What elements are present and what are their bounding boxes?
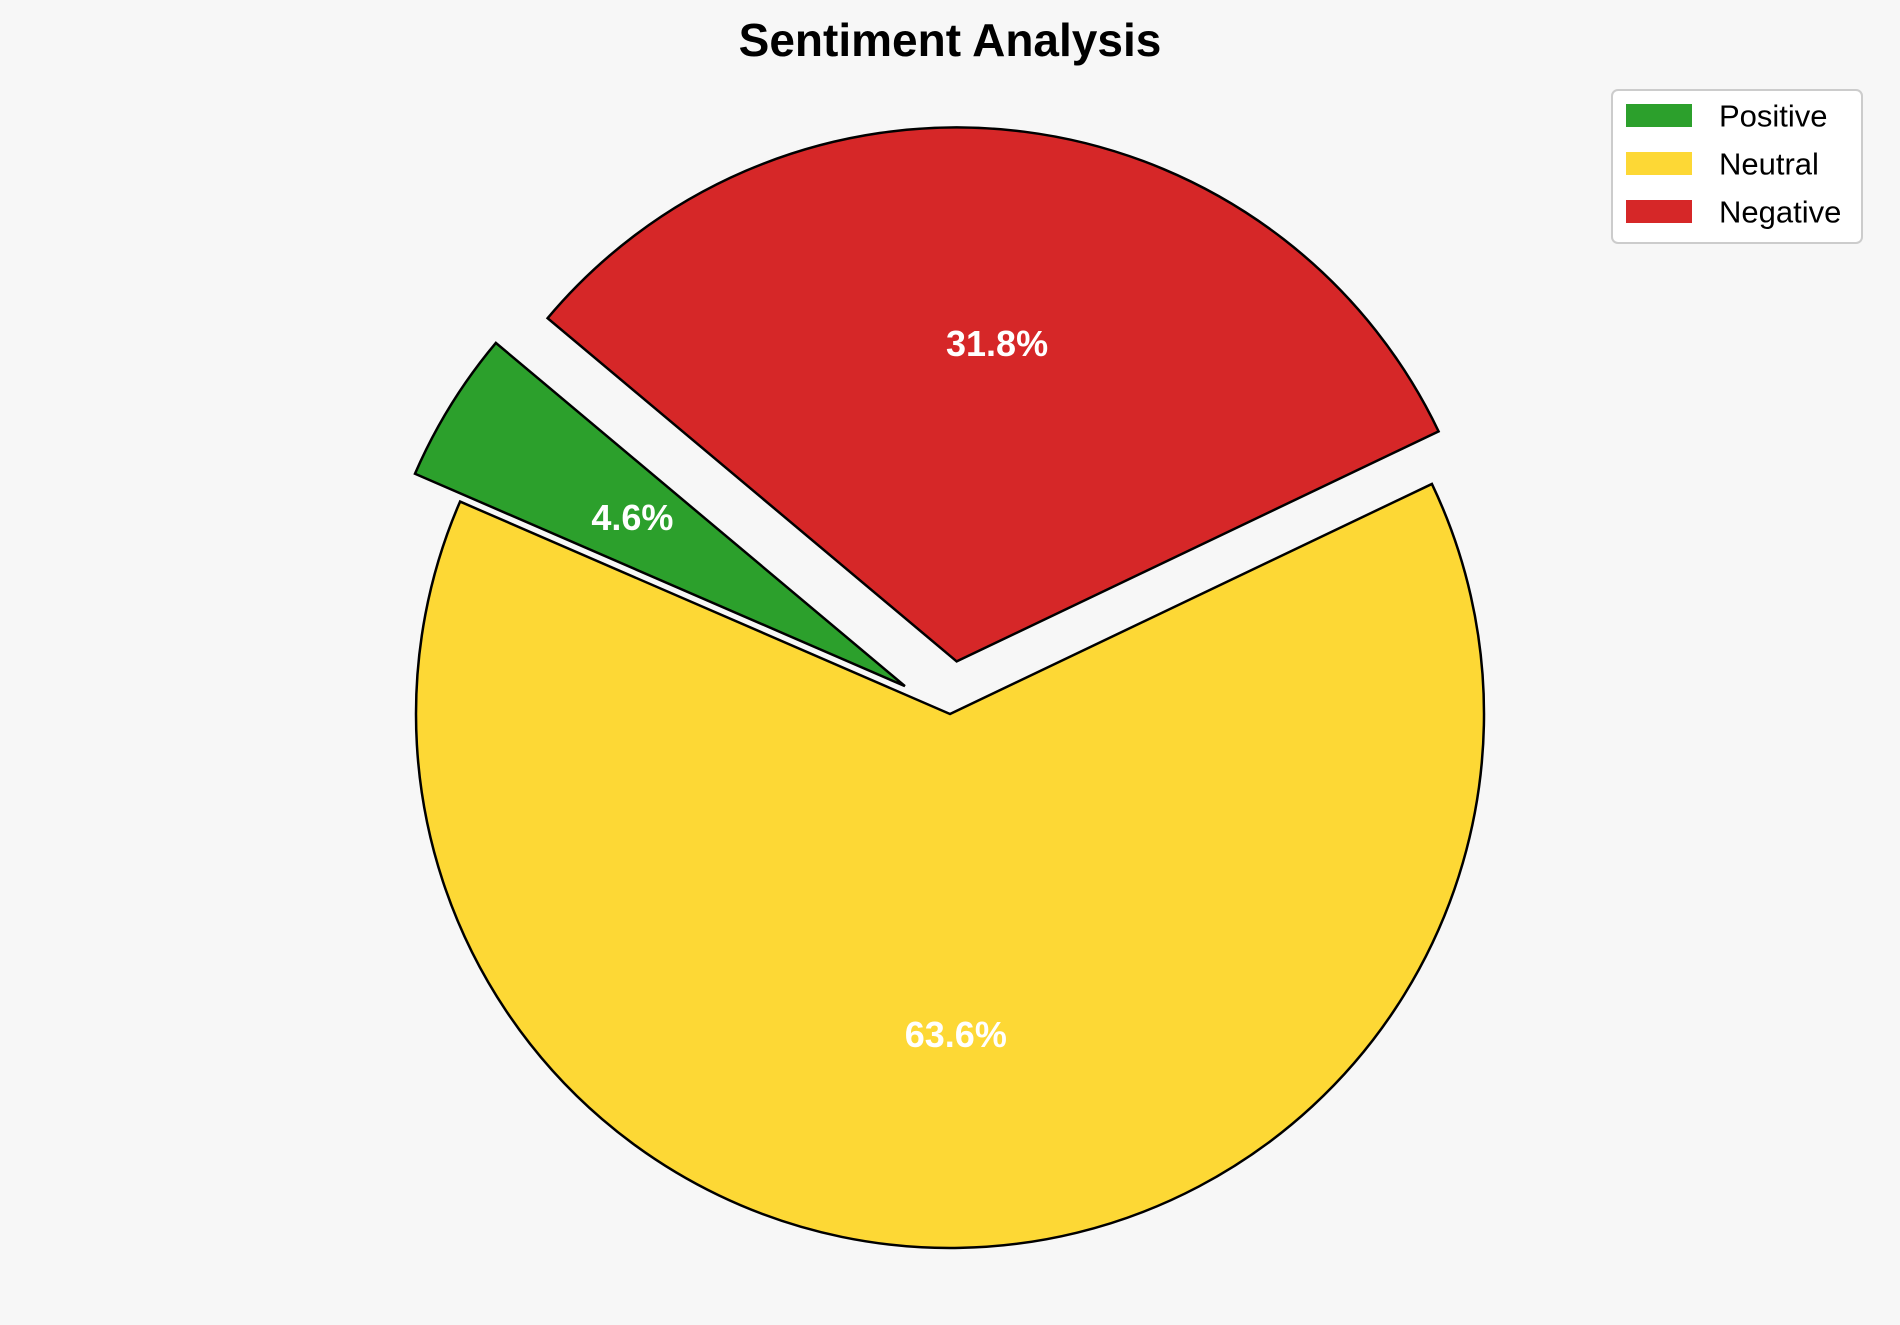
- legend-swatch-negative: [1626, 200, 1692, 223]
- pie-slice-negative: [545, 126, 1441, 663]
- legend-swatch-neutral: [1626, 152, 1692, 175]
- pie-slice-labels: 4.6% 63.6% 31.8%: [591, 323, 1048, 1055]
- slice-label-positive: 4.6%: [591, 497, 673, 538]
- pie-slices: [413, 126, 1486, 1250]
- legend-swatch-positive: [1626, 104, 1692, 127]
- legend-label-positive: Positive: [1719, 99, 1828, 134]
- legend-label-neutral: Neutral: [1719, 147, 1819, 182]
- pie-slice-neutral: [414, 482, 1486, 1250]
- chart-title: Sentiment Analysis: [739, 14, 1162, 66]
- pie-slice-positive: [413, 341, 906, 688]
- legend: Positive Neutral Negative: [1611, 89, 1863, 244]
- slice-label-negative: 31.8%: [946, 323, 1048, 364]
- legend-label-negative: Negative: [1719, 195, 1841, 230]
- legend-items: Positive Neutral Negative: [1626, 99, 1841, 230]
- slice-label-neutral: 63.6%: [905, 1014, 1007, 1055]
